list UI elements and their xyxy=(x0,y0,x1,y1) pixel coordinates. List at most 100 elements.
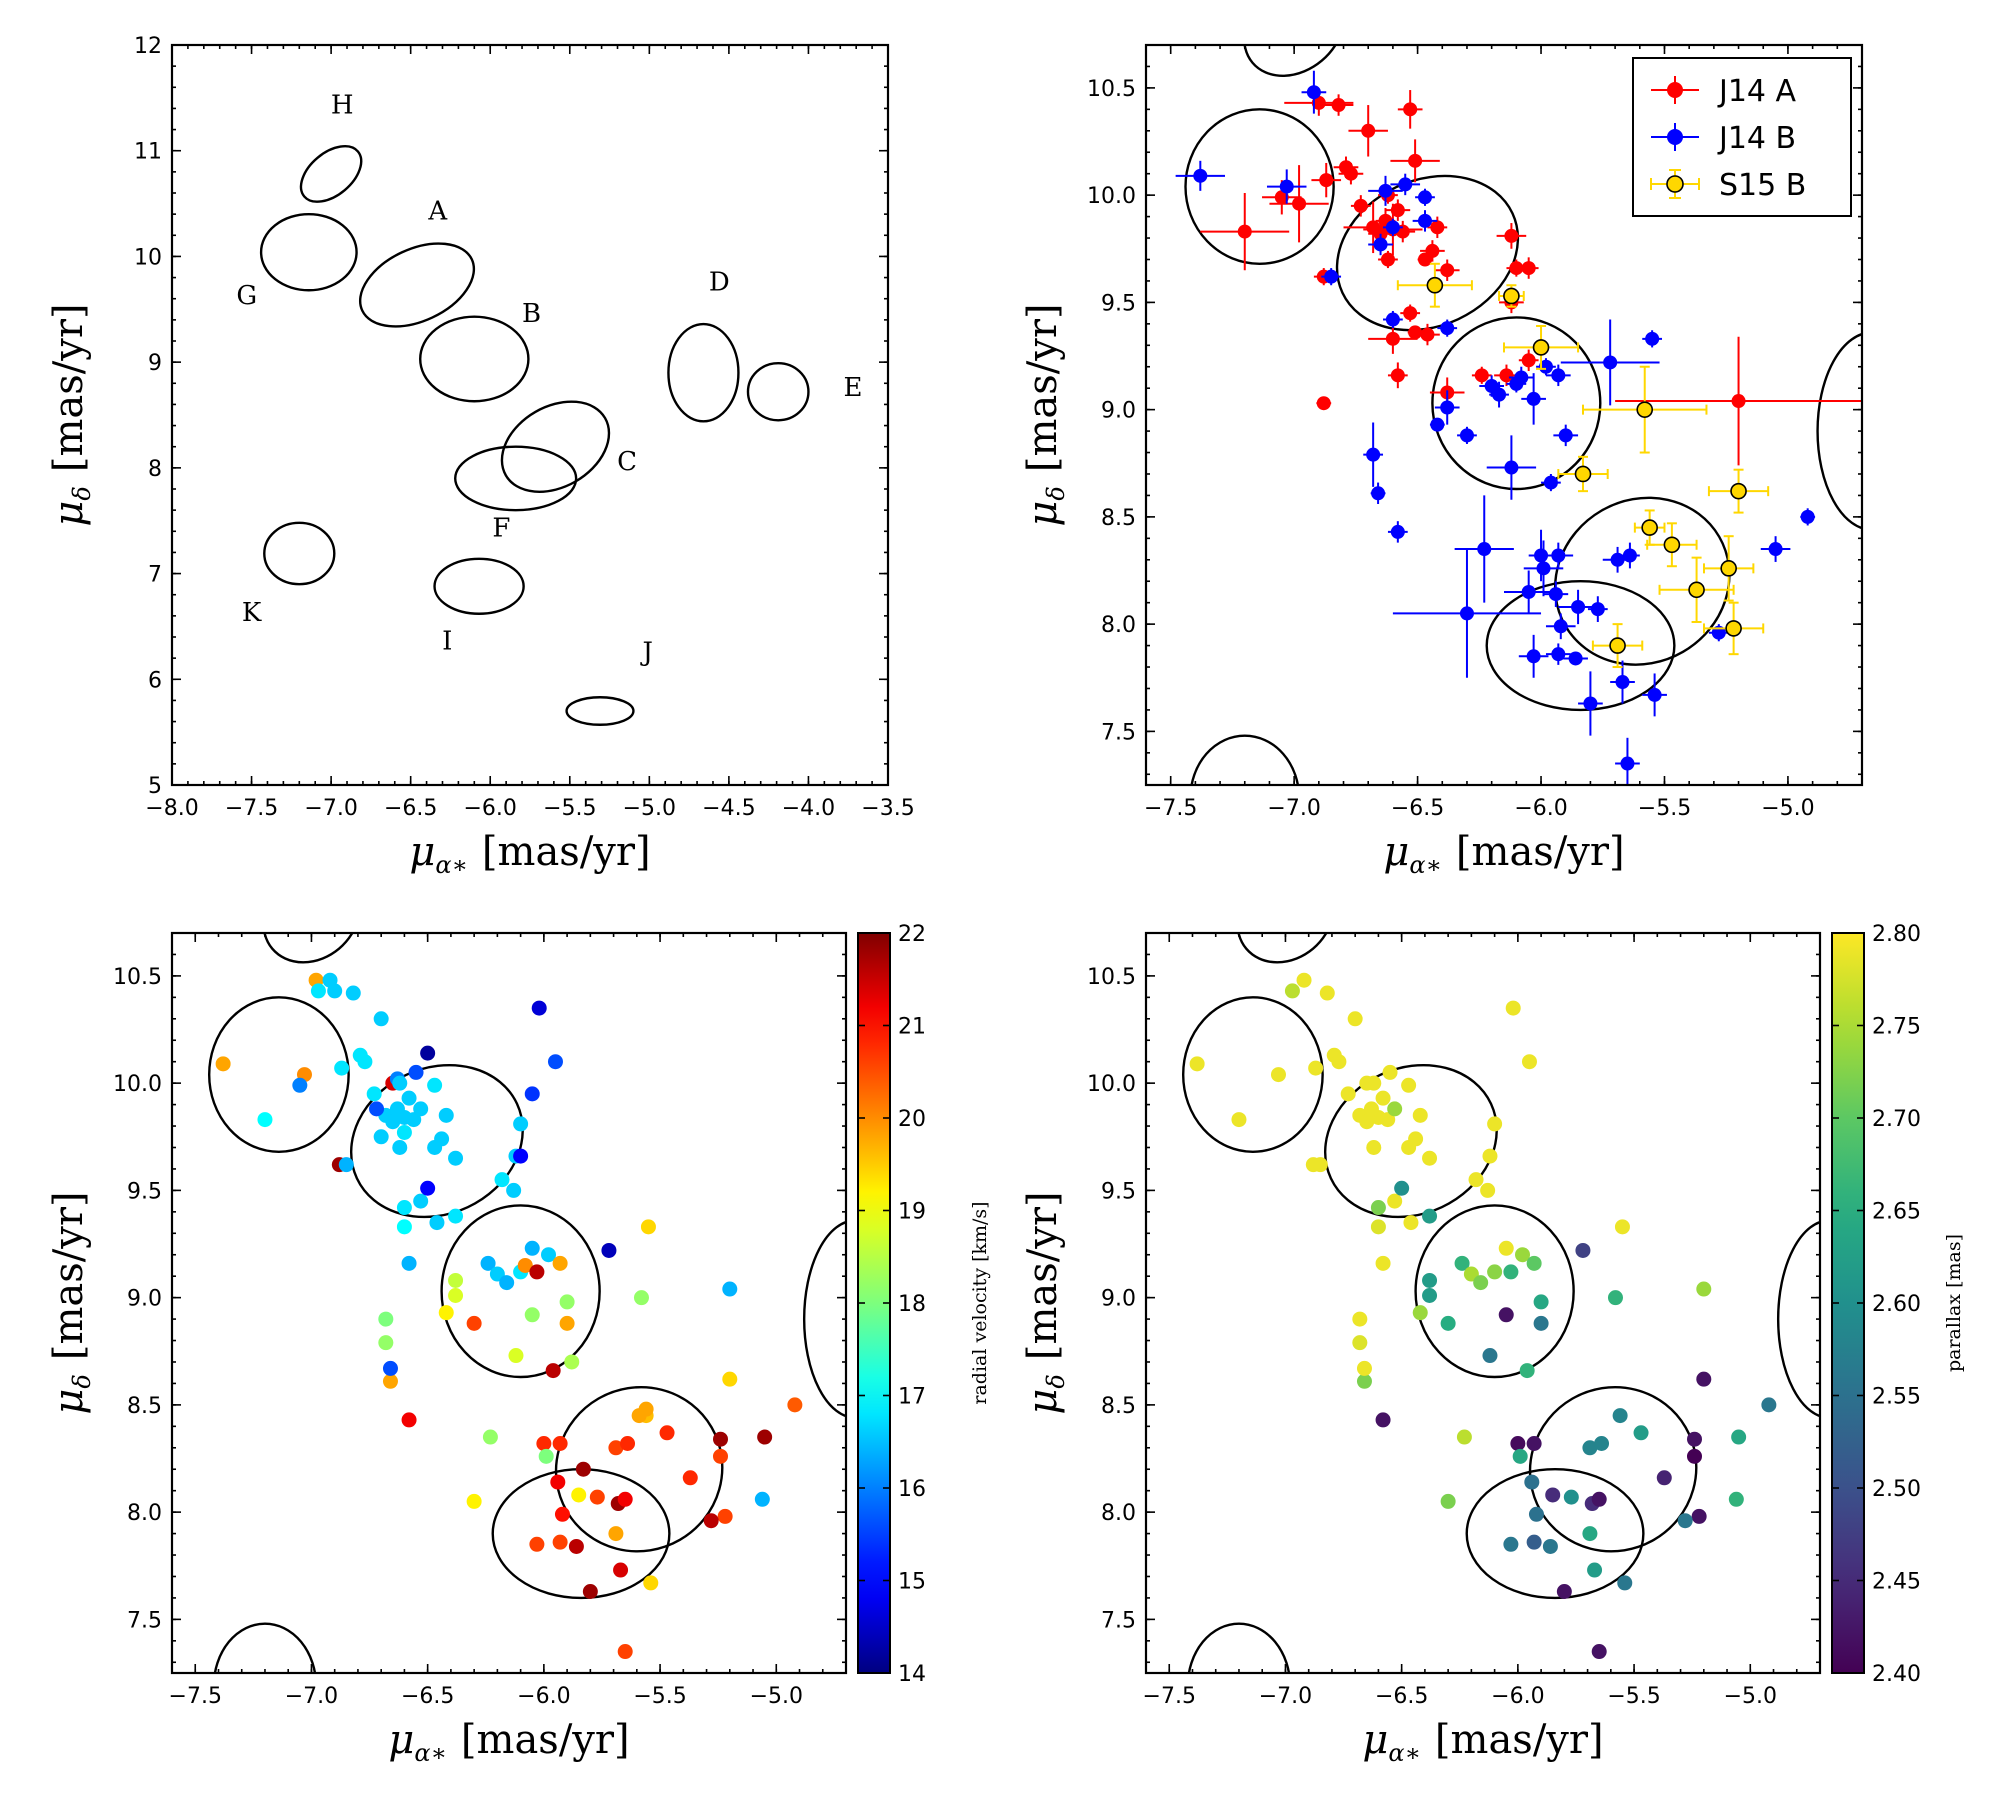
x-tick-label: −4.5 xyxy=(702,796,755,821)
data-point xyxy=(438,1107,454,1123)
data-point xyxy=(524,1307,540,1323)
data-point xyxy=(1730,482,1747,500)
x-tick-label: −7.5 xyxy=(1144,796,1197,821)
data-point xyxy=(1688,581,1705,599)
data-point xyxy=(480,1255,496,1271)
data-point xyxy=(327,983,343,999)
colorbar-label: radial velocity [km/s] xyxy=(969,1201,991,1404)
data-point xyxy=(1403,1215,1419,1231)
colorbar-tick-label: 2.65 xyxy=(1872,1200,1921,1225)
data-point xyxy=(1503,1264,1519,1280)
data-point xyxy=(1412,1107,1428,1123)
data-point xyxy=(310,983,326,999)
data-point xyxy=(1412,1305,1428,1321)
y-tick-label: 9.0 xyxy=(1101,399,1136,424)
data-point xyxy=(1800,509,1815,524)
data-point xyxy=(1499,368,1514,383)
data-point xyxy=(506,1182,522,1198)
data-point xyxy=(1504,460,1519,475)
x-tick-label: −3.5 xyxy=(861,796,914,821)
data-point xyxy=(1591,1491,1607,1507)
data-point xyxy=(1312,1157,1328,1173)
data-point xyxy=(1425,243,1440,258)
data-point xyxy=(787,1397,803,1413)
x-label-symbol: μ xyxy=(1362,1717,1388,1763)
region-ellipse xyxy=(1414,1204,1575,1379)
data-point xyxy=(1390,524,1405,539)
x-label-symbol: μ xyxy=(409,829,435,875)
y-tick-label: 9.0 xyxy=(1101,1287,1136,1312)
data-point xyxy=(1551,548,1566,563)
data-point xyxy=(559,1315,575,1331)
data-point xyxy=(1558,428,1573,443)
data-point xyxy=(1385,312,1400,327)
data-point xyxy=(1583,696,1598,711)
colorbar-tick-label: 2.80 xyxy=(1872,922,1921,947)
data-point xyxy=(396,1200,412,1216)
data-point xyxy=(550,1474,566,1490)
data-point xyxy=(1645,331,1660,346)
data-point xyxy=(1480,1182,1496,1198)
region-ellipse-G xyxy=(259,212,358,292)
region-ellipse xyxy=(1431,316,1602,491)
data-point xyxy=(1390,203,1405,218)
region-label-D: D xyxy=(709,267,730,297)
y-tick-label: 5 xyxy=(148,774,162,799)
axes-frame xyxy=(170,931,848,1675)
y-tick-label: 10.0 xyxy=(1087,1072,1136,1097)
data-point xyxy=(215,1056,231,1072)
data-point xyxy=(1526,1255,1542,1271)
data-point xyxy=(1347,1011,1363,1027)
data-point xyxy=(1474,368,1489,383)
data-point xyxy=(408,1064,424,1080)
data-point xyxy=(413,1193,429,1209)
data-point xyxy=(1408,325,1423,340)
data-point xyxy=(1498,1240,1514,1256)
data-point xyxy=(1768,542,1783,557)
data-point xyxy=(1526,1534,1542,1550)
legend-label: S15 B xyxy=(1719,168,1806,203)
data-point xyxy=(568,1538,584,1554)
data-point xyxy=(1270,1067,1286,1083)
data-point xyxy=(554,1506,570,1522)
data-point xyxy=(373,1011,389,1027)
data-point xyxy=(513,1116,529,1132)
data-point xyxy=(1482,1148,1498,1164)
region-ellipse-B xyxy=(419,315,530,403)
data-point xyxy=(1731,394,1746,409)
data-point xyxy=(1440,1315,1456,1331)
data-point xyxy=(1696,1371,1712,1387)
data-point xyxy=(1587,1562,1603,1578)
x-tick-label: −6.5 xyxy=(384,796,437,821)
y-axis-label: μδ [mas/yr] xyxy=(1020,1191,1070,1414)
region-label-C: C xyxy=(617,447,637,477)
data-point xyxy=(345,985,361,1001)
x-axis-label: μα∗ [mas/yr] xyxy=(1383,829,1624,879)
data-point xyxy=(1373,237,1388,252)
data-point xyxy=(1487,1116,1503,1132)
x-tick-label: −6.5 xyxy=(1375,1684,1428,1709)
data-point xyxy=(1440,1493,1456,1509)
y-tick-label: 6 xyxy=(148,668,162,693)
data-point xyxy=(1663,536,1681,554)
y-tick-label: 10.0 xyxy=(113,1072,162,1097)
region-ellipse xyxy=(349,1063,524,1219)
data-point xyxy=(1641,519,1658,536)
data-point xyxy=(385,1114,401,1130)
data-point xyxy=(389,1101,405,1117)
data-point xyxy=(366,1086,382,1102)
colorbar-tick-label: 2.60 xyxy=(1872,1292,1921,1317)
data-point xyxy=(1353,198,1368,213)
region-ellipse-J xyxy=(565,696,635,726)
data-point xyxy=(513,1148,529,1164)
data-point xyxy=(717,1508,733,1524)
x-tick-label: −5.5 xyxy=(1607,1684,1660,1709)
data-point xyxy=(552,1255,568,1271)
region-ellipse xyxy=(213,1622,317,1673)
data-point xyxy=(631,1408,647,1424)
y-tick-label: 10.5 xyxy=(1087,965,1136,990)
data-point xyxy=(1408,1131,1424,1147)
data-point xyxy=(608,1526,624,1542)
data-point xyxy=(531,1000,547,1016)
colorbar-tick-label: 2.50 xyxy=(1872,1477,1921,1502)
